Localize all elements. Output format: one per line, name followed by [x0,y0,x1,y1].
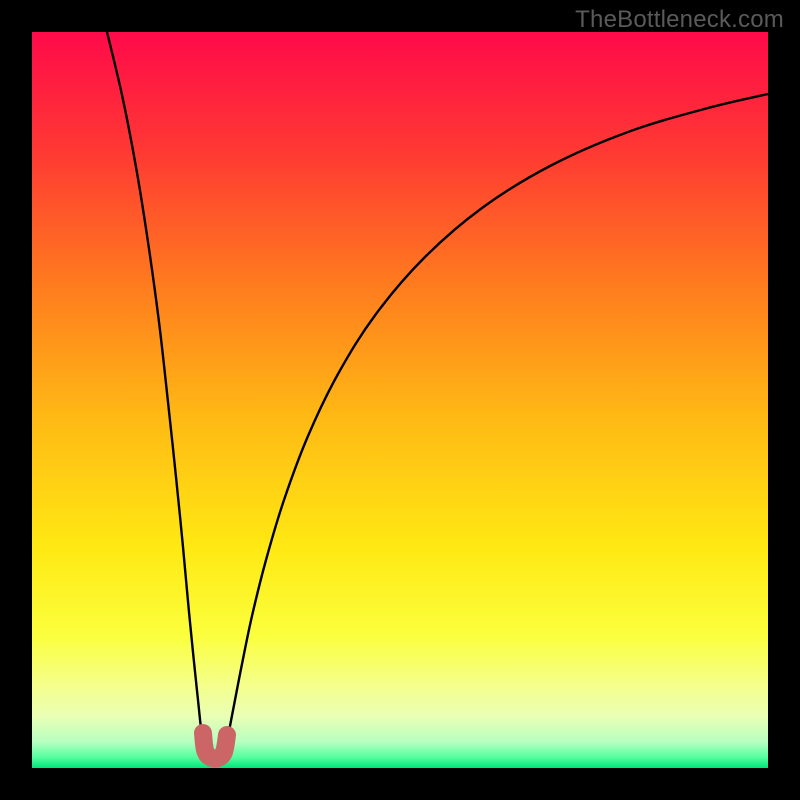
chart-background [32,32,768,768]
chart-frame: TheBottleneck.com [0,0,800,800]
chart-svg [32,32,768,768]
watermark-text: TheBottleneck.com [575,6,784,34]
chart-plot-area [32,32,768,768]
